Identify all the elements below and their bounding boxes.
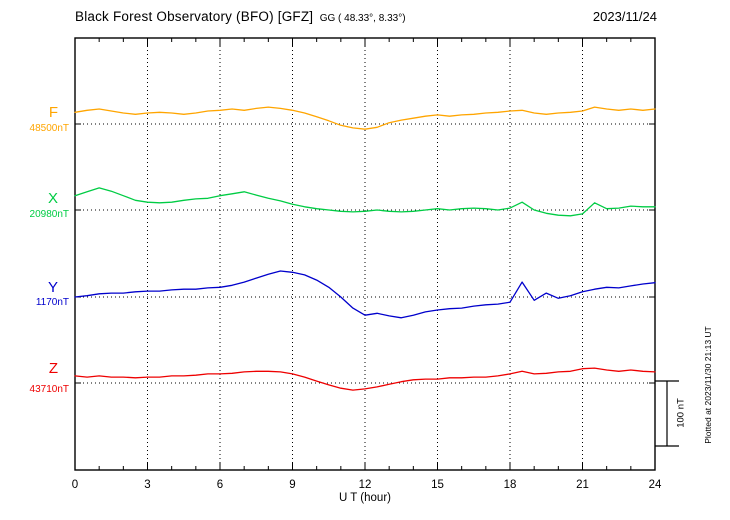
- series-label-Z: Z: [48, 360, 58, 377]
- x-tick-label: 15: [431, 479, 444, 491]
- x-tick-label: 24: [649, 479, 662, 491]
- x-tick-label: 12: [359, 479, 372, 491]
- x-tick-label: 21: [576, 479, 589, 491]
- x-tick-label: 9: [289, 479, 295, 491]
- series-baseline-Y: 1170nT: [35, 297, 69, 308]
- title-group: Black Forest Observatory (BFO) [GFZ] GG …: [75, 8, 406, 26]
- station-coordinates: GG ( 48.33°, 8.33°): [319, 13, 406, 24]
- plotted-at-note: Plotted at 2023/11/30 21:13 UT: [703, 326, 713, 444]
- page-title: Black Forest Observatory (BFO) [GFZ]: [75, 9, 314, 24]
- date-label: 2023/11/24: [592, 9, 657, 24]
- series-label-X: X: [47, 190, 58, 207]
- trace-X: [74, 187, 656, 217]
- series-baseline-F: 48500nT: [29, 123, 69, 134]
- trace-Y: [74, 270, 656, 319]
- trace-F: [74, 106, 656, 130]
- x-tick-label: 3: [144, 479, 150, 491]
- series-label-F: F: [48, 104, 58, 121]
- series-baseline-Z: 43710nT: [29, 384, 69, 395]
- series-baseline-X: 20980nT: [29, 209, 69, 220]
- header: Black Forest Observatory (BFO) [GFZ] GG …: [75, 8, 657, 26]
- x-tick-label: 6: [217, 479, 223, 491]
- x-tick-label: 18: [504, 479, 517, 491]
- x-axis-title: U T (hour): [339, 492, 391, 504]
- trace-Z: [74, 367, 656, 391]
- scale-bar-label: 100 nT: [675, 398, 687, 428]
- x-tick-label: 0: [72, 479, 78, 491]
- series-label-Y: Y: [47, 279, 58, 296]
- plot-frame: [74, 37, 656, 471]
